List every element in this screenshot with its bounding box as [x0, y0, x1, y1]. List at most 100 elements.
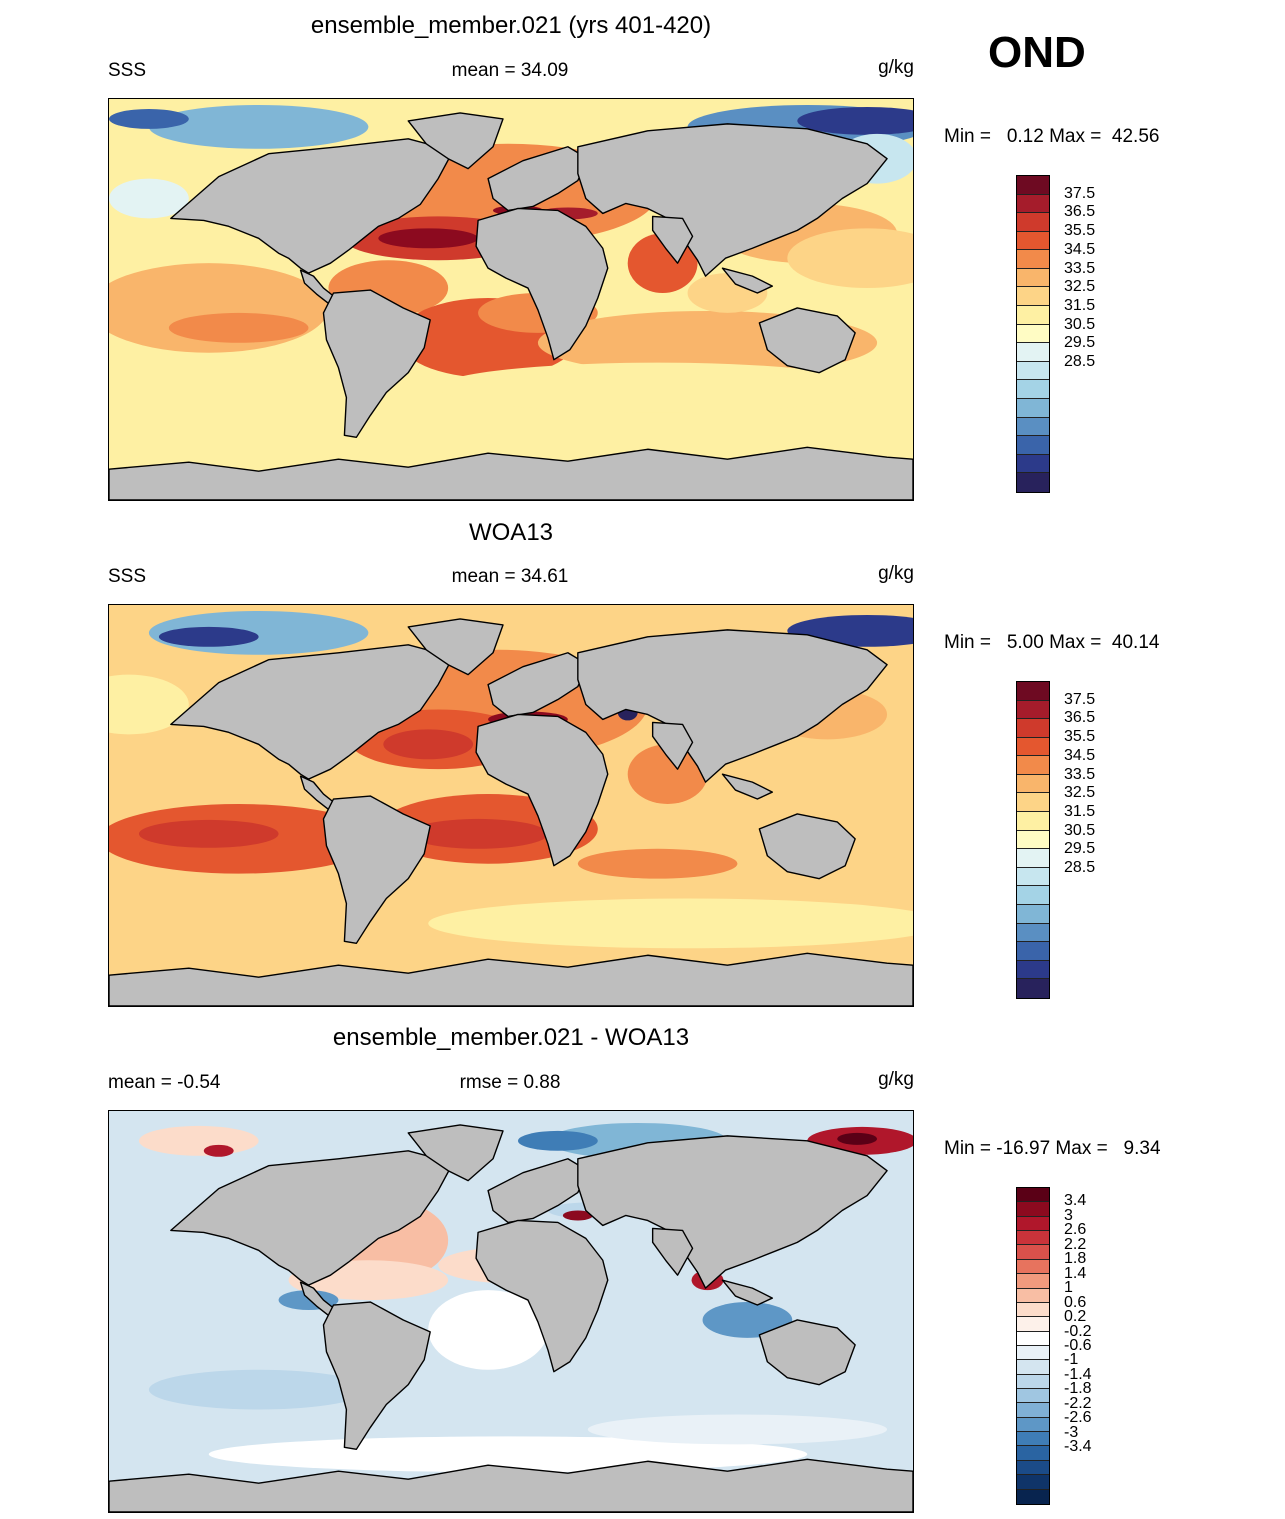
colorbar-swatch: [1017, 756, 1049, 775]
colorbar-swatch: [1017, 886, 1049, 905]
panel-2-units-label: g/kg: [878, 563, 914, 584]
colorbar-swatch: [1017, 719, 1049, 738]
landmasses: [109, 1124, 913, 1512]
colorbar-swatch: [1017, 1417, 1049, 1433]
colorbar-tick-label: 31.5: [1064, 296, 1096, 314]
salinity-contour-region: [109, 674, 189, 735]
colorbar-tick-label: 30.5: [1064, 821, 1096, 839]
colorbar-swatch: [1017, 324, 1049, 344]
colorbar-swatch: [1017, 774, 1049, 794]
colorbar-swatch: [1017, 700, 1049, 720]
colorbar-swatch: [1017, 849, 1049, 868]
continent-outline: [721, 267, 774, 294]
salinity-contour-region: [837, 1132, 878, 1145]
continent-outline: [109, 952, 913, 1006]
colorbar-swatch: [1017, 250, 1049, 269]
colorbar-swatch: [1017, 1374, 1049, 1390]
salinity-contour-region: [562, 1210, 593, 1221]
panel-3-title: ensemble_member.021 - WOA13: [332, 1024, 690, 1051]
continent-outline: [475, 713, 609, 867]
continent-outline: [487, 652, 589, 718]
panel-1-minmax: Min = 0.12 Max = 42.56: [944, 126, 1160, 147]
colorbar-swatch: [1017, 904, 1049, 924]
colorbar-swatch: [1017, 960, 1049, 980]
colorbar-swatch: [1017, 213, 1049, 232]
continent-outline: [109, 1458, 913, 1512]
colorbar-tick-label: 1.4: [1064, 1264, 1087, 1282]
salinity-contour-region: [528, 843, 913, 904]
continent-outline: [407, 618, 504, 676]
salinity-contour-region: [148, 104, 369, 149]
continent-outline: [721, 1279, 774, 1306]
colorbar-swatch: [1017, 1360, 1049, 1375]
colorbar-swatch: [1017, 1259, 1049, 1275]
colorbar-swatch: [1017, 1274, 1049, 1289]
colorbar-tick-label: 33.5: [1064, 259, 1096, 277]
colorbar-tick-label: -3.4: [1064, 1438, 1092, 1456]
continent-outline: [721, 773, 774, 800]
season-label: OND: [988, 28, 1086, 77]
colorbar-swatch: [1017, 194, 1049, 214]
colorbar-tick-label: 32.5: [1064, 784, 1096, 802]
colorbar-swatch: [1017, 1432, 1049, 1447]
map-canvas: [109, 99, 913, 500]
colorbar-tick-label: 36.5: [1064, 709, 1096, 727]
colorbar-tick-label: 28.5: [1064, 859, 1096, 877]
colorbar-swatch: [1017, 231, 1049, 251]
continent-outline: [322, 795, 431, 945]
salinity-contour-region: [138, 819, 279, 848]
colorbar-tick-label: -2.2: [1064, 1394, 1092, 1412]
colorbar-tick-label: -2.6: [1064, 1409, 1092, 1427]
salinity-contour-region: [577, 848, 738, 879]
continent-outline: [651, 721, 694, 770]
colorbar-tick-label: 0.2: [1064, 1308, 1087, 1326]
salinity-contour-region: [438, 362, 878, 413]
colorbar-tick-label: 33.5: [1064, 765, 1096, 783]
colorbar-tick-label: 0.6: [1064, 1293, 1087, 1311]
colorbar-tick-label: -0.2: [1064, 1322, 1092, 1340]
continent-outline: [475, 1219, 609, 1373]
continent-outline: [170, 1150, 454, 1286]
continent-outline: [651, 215, 694, 264]
colorbar-tick-label: -0.6: [1064, 1337, 1092, 1354]
map-canvas: [109, 1111, 913, 1512]
colorbar-tick-label: 34.5: [1064, 240, 1096, 258]
colorbar-tick-label: -3: [1064, 1423, 1079, 1441]
salinity-contour-region: [587, 1414, 888, 1445]
colorbar-tick-label: 1.8: [1064, 1250, 1087, 1268]
panel-1-units-label: g/kg: [878, 57, 914, 78]
colorbar-swatch: [1017, 923, 1049, 943]
colorbar-tick-label: 35.5: [1064, 728, 1096, 746]
salinity-contour-region: [627, 744, 708, 805]
panel-2-minmax: Min = 5.00 Max = 40.14: [944, 632, 1160, 653]
colorbar-tick-label: 37.5: [1064, 184, 1096, 202]
salinity-contour-region: [428, 1290, 548, 1370]
salinity-contour-region: [138, 1125, 259, 1156]
salinity-contour-region: [428, 898, 913, 949]
salinity-contour-region: [168, 312, 309, 343]
colorbar-swatch: [1017, 1302, 1049, 1318]
panel-3-minmax: Min = -16.97 Max = 9.34: [944, 1138, 1161, 1159]
salinity-contour-region: [158, 626, 259, 647]
colorbar-swatch: [1017, 812, 1049, 831]
colorbar-tick-label: 2.2: [1064, 1235, 1087, 1253]
continent-outline: [487, 146, 589, 212]
salinity-contour-region: [109, 108, 189, 129]
colorbar-tick-label: 29.5: [1064, 334, 1096, 352]
colorbar-swatch: [1017, 1288, 1049, 1303]
colorbar-swatch: [1017, 268, 1049, 288]
panel-1-left-label: SSS: [108, 60, 147, 81]
colorbar-swatch: [1017, 473, 1049, 492]
colorbar-swatch: [1017, 737, 1049, 757]
colorbar-swatch: [1017, 682, 1049, 701]
continent-outline: [577, 123, 888, 277]
colorbar-tick-label: 30.5: [1064, 315, 1096, 333]
colorbar-tick-label: 35.5: [1064, 222, 1096, 240]
panel-3-units-label: g/kg: [878, 1069, 914, 1090]
colorbar-swatch: [1017, 398, 1049, 418]
colorbar-tick-label: -1.4: [1064, 1365, 1092, 1383]
colorbar-tick-label: 3.4: [1064, 1192, 1087, 1210]
salinity-contour-region: [378, 228, 479, 249]
continent-outline: [170, 138, 454, 274]
colorbar-swatch: [1017, 417, 1049, 437]
